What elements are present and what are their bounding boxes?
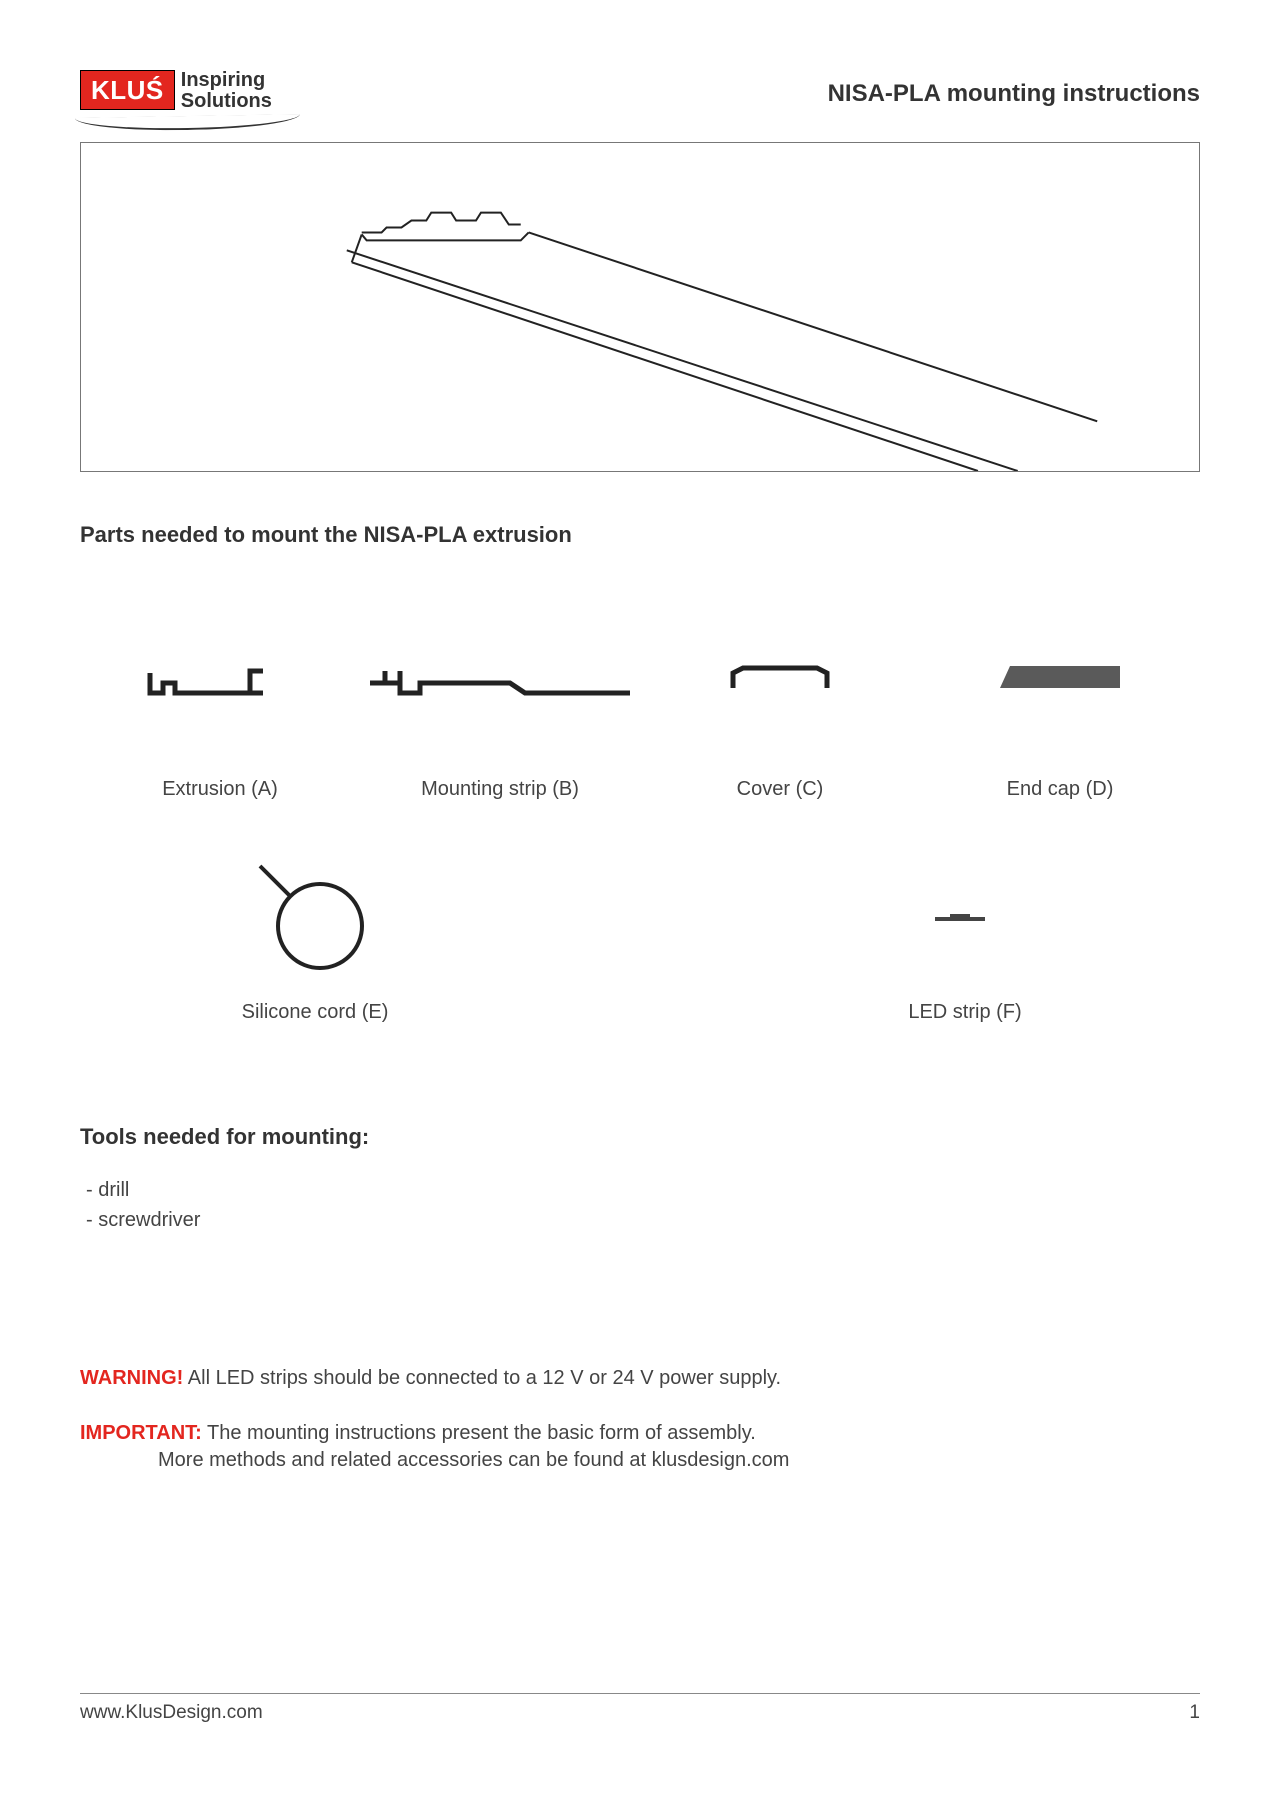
- warning-label: WARNING!: [80, 1367, 183, 1389]
- logo-brand: KLUŚ: [80, 70, 175, 110]
- part-f-icon: [930, 861, 1000, 981]
- page-title: NISA-PLA mounting instructions: [828, 80, 1200, 108]
- part-d: End cap (D): [920, 638, 1200, 801]
- part-e: Silicone cord (E): [80, 861, 550, 1024]
- logo-tagline: Inspiring Solutions: [181, 70, 272, 112]
- hero-svg: [81, 143, 1199, 471]
- tool-item-screwdriver: - screwdriver: [86, 1205, 1200, 1235]
- part-b-icon: [360, 638, 640, 718]
- warning-note: WARNING! All LED strips should be connec…: [80, 1365, 1200, 1392]
- part-c-label: Cover (C): [737, 778, 824, 801]
- part-c: Cover (C): [640, 638, 920, 801]
- tools-section-title: Tools needed for mounting:: [80, 1124, 1200, 1150]
- footer: www.KlusDesign.com 1: [80, 1693, 1200, 1724]
- part-d-label: End cap (D): [1007, 778, 1114, 801]
- part-b-label: Mounting strip (B): [421, 778, 579, 801]
- important-text: The mounting instructions present the ba…: [202, 1422, 756, 1444]
- part-c-icon: [725, 638, 835, 718]
- part-e-label: Silicone cord (E): [242, 1001, 389, 1024]
- part-a-label: Extrusion (A): [162, 778, 278, 801]
- footer-page-number: 1: [1189, 1702, 1200, 1724]
- part-b: Mounting strip (B): [360, 638, 640, 801]
- tools-list: - drill - screwdriver: [80, 1175, 1200, 1235]
- logo-tag-line2: Solutions: [181, 91, 272, 112]
- header: KLUŚ Inspiring Solutions NISA-PLA mounti…: [80, 70, 1200, 112]
- parts-row-2: Silicone cord (E) LED strip (F): [80, 861, 1200, 1024]
- part-a-icon: [145, 638, 295, 718]
- part-f-label: LED strip (F): [908, 1001, 1021, 1024]
- important-note: IMPORTANT: The mounting instructions pre…: [80, 1420, 1200, 1474]
- logo-tag-line1: Inspiring: [181, 70, 272, 91]
- important-text-line2: More methods and related accessories can…: [80, 1447, 1200, 1474]
- hero-illustration: [80, 142, 1200, 472]
- logo: KLUŚ Inspiring Solutions: [80, 70, 272, 112]
- warning-text: All LED strips should be connected to a …: [183, 1367, 781, 1389]
- part-a: Extrusion (A): [80, 638, 360, 801]
- part-d-icon: [995, 638, 1125, 718]
- tool-item-drill: - drill: [86, 1175, 1200, 1205]
- logo-underline: [75, 114, 300, 132]
- important-label: IMPORTANT:: [80, 1422, 202, 1444]
- footer-url: www.KlusDesign.com: [80, 1702, 263, 1724]
- part-e-icon: [250, 861, 380, 981]
- parts-section-title: Parts needed to mount the NISA-PLA extru…: [80, 522, 1200, 548]
- parts-row-1: Extrusion (A) Mounting strip (B) C: [80, 638, 1200, 801]
- part-f: LED strip (F): [730, 861, 1200, 1024]
